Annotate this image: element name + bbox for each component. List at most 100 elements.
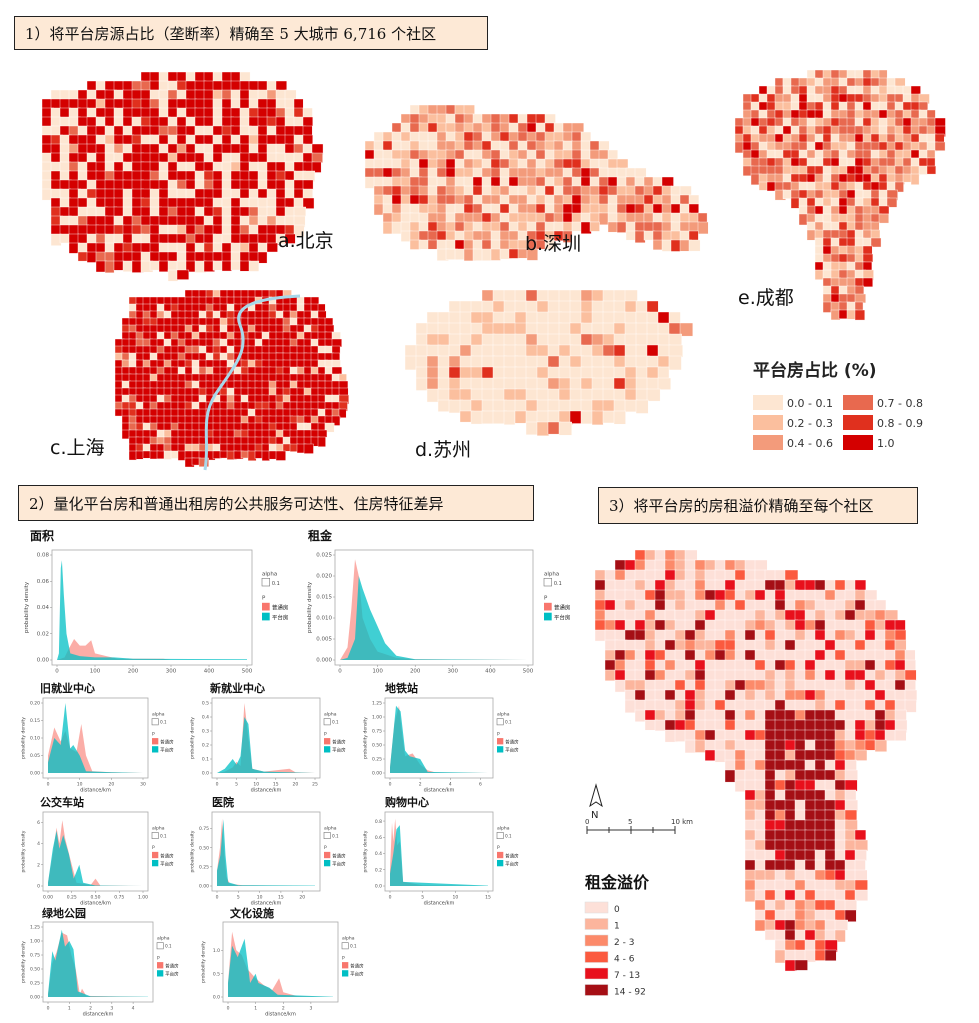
map-district [463,113,474,124]
map-district [734,579,746,591]
legend-series-swatch [544,612,552,621]
map-district [508,248,520,259]
map-district [240,366,250,375]
map-district [158,224,169,235]
map-district [724,629,737,642]
map-district [177,338,186,347]
map-district [613,333,627,347]
map-district [774,679,787,691]
map-beijing [41,71,324,282]
legend-alpha-title: alpha [157,936,170,942]
map-district [798,181,808,191]
map-district [580,140,591,152]
map-district [854,293,866,304]
map-district [904,659,916,671]
map-district [874,719,887,732]
map-district [194,188,206,199]
y-tick-label: 0.05 [30,753,40,759]
map-district [113,134,124,146]
legend-series-label: 平台房 [350,971,364,978]
map-district [635,399,649,414]
map-district [774,609,787,622]
map-district [167,269,179,282]
map-district [910,149,920,159]
map-district [149,366,158,375]
y-tick-label: 0.08 [37,553,50,559]
map-district [364,176,375,189]
map-district [268,373,278,382]
map-district [296,380,306,390]
x-tick-label: 3 [309,1006,312,1012]
map-suzhou [404,289,694,437]
map-district [547,333,560,347]
map-district [704,749,716,761]
map-chengdu [734,69,946,321]
x-tick-label: 200 [128,669,139,675]
x-tick-label: 0.75 [114,895,124,901]
map-district [624,333,637,347]
map-district [902,101,913,111]
x-tick-label: 25 [312,782,318,788]
map-district [426,366,440,380]
map-district [275,450,286,461]
map-district [926,165,937,175]
map-district [275,303,285,312]
map-district [257,251,268,264]
map-district [902,93,912,103]
map-shanghai [114,289,350,468]
map-district [448,366,462,380]
map-district [59,116,70,127]
map-district [257,152,268,164]
x-tick-label: 5 [235,782,238,788]
map-district [878,205,890,215]
map-district [794,929,807,942]
x-axis-label: distance/km [251,788,282,794]
map-district [758,173,768,183]
y-tick-label: 0.00 [372,771,382,777]
map-district [926,109,936,119]
map-district [140,80,152,92]
y-axis-label: probability density [307,581,313,633]
map-district [239,224,250,235]
map-district [185,179,197,191]
map-district [282,380,291,389]
x-tick-label: 6 [479,782,482,788]
legend-series-swatch [497,738,504,745]
map-district [744,579,757,591]
map-district [536,322,549,335]
map-district [526,221,537,233]
map-district [806,173,816,183]
map-district [657,355,670,368]
map-district [790,149,800,160]
map-district [774,141,785,151]
map-district [764,909,777,921]
map-district [838,181,848,191]
map-district [230,251,241,263]
map-district [156,436,165,445]
map-district [230,71,241,82]
map-district [158,242,170,254]
map-district [293,98,304,110]
map-district [862,133,872,143]
map-district [122,242,134,253]
map-district [774,579,786,592]
map-district [834,759,846,771]
map-district [764,759,777,772]
map-district [814,939,826,951]
x-tick-label: 1.00 [138,895,148,901]
map-district [794,599,806,612]
map-district [625,221,636,233]
map-district [643,221,654,233]
map-district [814,789,827,802]
map-shenzhen [364,104,709,262]
legend-series-swatch [152,738,159,745]
map-district [149,251,160,262]
map-district [382,194,394,206]
y-tick-label: 0.8 [375,819,382,825]
map-district [448,311,461,324]
map-district [646,377,660,391]
city-label: a.北京 [278,230,334,252]
map-district [104,260,115,274]
